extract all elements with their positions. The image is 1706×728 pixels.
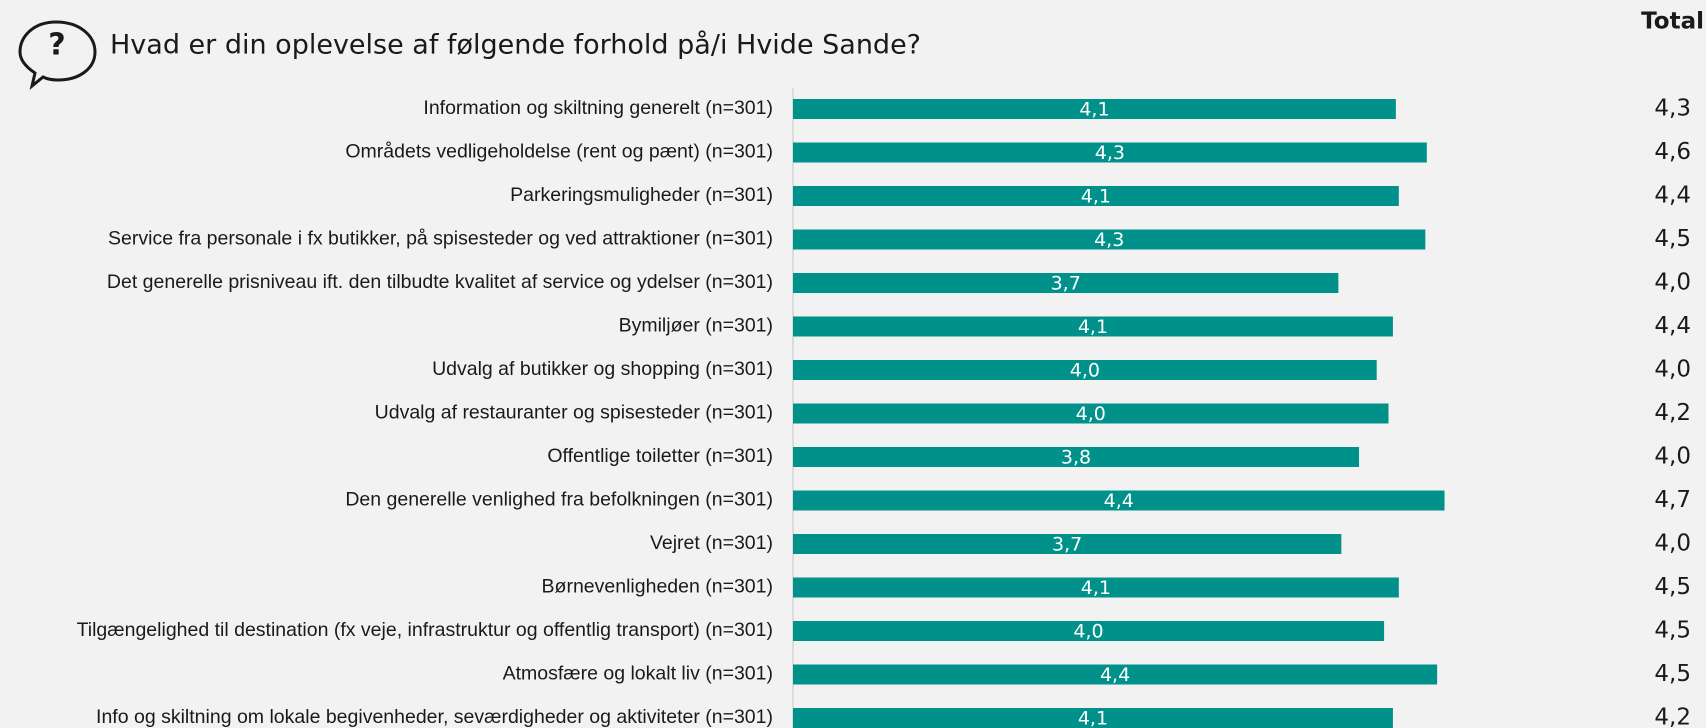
value-label: 4,4 [1100,664,1130,686]
category-label: Bymiljøer (n=301) [619,315,773,337]
total-value: 4,5 [1654,574,1691,600]
category-label: Børnevenligheden (n=301) [542,576,773,598]
value-label: 4,1 [1079,99,1109,121]
total-value: 4,7 [1654,487,1691,513]
category-label: Tilgængelighed til destination (fx veje,… [77,619,773,641]
category-label: Atmosfære og lokalt liv (n=301) [503,663,773,685]
value-label: 3,8 [1061,447,1091,469]
total-value: 4,4 [1654,313,1691,339]
value-label: 4,1 [1078,708,1108,728]
total-value: 4,0 [1654,270,1691,296]
value-label: 4,3 [1094,229,1124,251]
value-label: 4,1 [1078,316,1108,338]
total-value: 4,0 [1654,531,1691,557]
total-value: 4,3 [1654,96,1691,122]
category-label: Udvalg af butikker og shopping (n=301) [432,358,773,380]
value-label: 4,1 [1081,577,1111,599]
total-value: 4,4 [1654,183,1691,209]
total-value: 4,6 [1654,139,1691,165]
bar [793,273,1339,293]
bar [793,490,1445,511]
total-header: Total [1641,9,1704,35]
category-label: Info og skiltning om lokale begivenheder… [96,706,773,728]
bar [793,403,1389,424]
total-value: 4,2 [1654,400,1691,426]
question-mark: ? [48,28,65,63]
bar [793,360,1377,380]
value-label: 4,0 [1073,621,1103,643]
total-value: 4,5 [1654,226,1691,252]
bar [793,621,1385,641]
category-label: Det generelle prisniveau ift. den tilbud… [107,271,773,293]
total-value: 4,5 [1654,661,1691,687]
value-label: 4,3 [1095,142,1125,164]
bar [793,708,1393,728]
total-value: 4,0 [1654,444,1691,470]
category-label: Offentlige toiletter (n=301) [547,445,773,467]
value-label: 4,1 [1081,186,1111,208]
bar [793,142,1427,163]
total-value: 4,5 [1654,618,1691,644]
total-value: 4,2 [1654,705,1691,728]
bar [793,447,1360,467]
value-label: 3,7 [1051,273,1081,295]
value-label: 4,0 [1070,360,1100,382]
bar [793,229,1426,250]
bar [793,534,1342,554]
value-label: 3,7 [1052,534,1082,556]
category-label: Information og skiltning generelt (n=301… [423,97,773,119]
bar [793,99,1396,119]
chart-title: Hvad er din oplevelse af følgende forhol… [110,30,921,61]
bar [793,316,1393,337]
bar [793,577,1399,598]
category-label: Parkeringsmuligheder (n=301) [510,184,773,206]
bar [793,186,1399,206]
category-label: Vejret (n=301) [650,532,773,554]
value-label: 4,0 [1076,403,1106,425]
question-icon [18,20,97,90]
category-label: Den generelle venlighed fra befolkningen… [345,489,773,511]
category-label: Udvalg af restauranter og spisesteder (n… [375,402,773,424]
category-label: Områdets vedligeholdelse (rent og pænt) … [345,141,773,163]
bar [793,664,1438,685]
total-value: 4,0 [1654,357,1691,383]
category-label: Service fra personale i fx butikker, på … [108,228,773,250]
value-label: 4,4 [1104,490,1134,512]
